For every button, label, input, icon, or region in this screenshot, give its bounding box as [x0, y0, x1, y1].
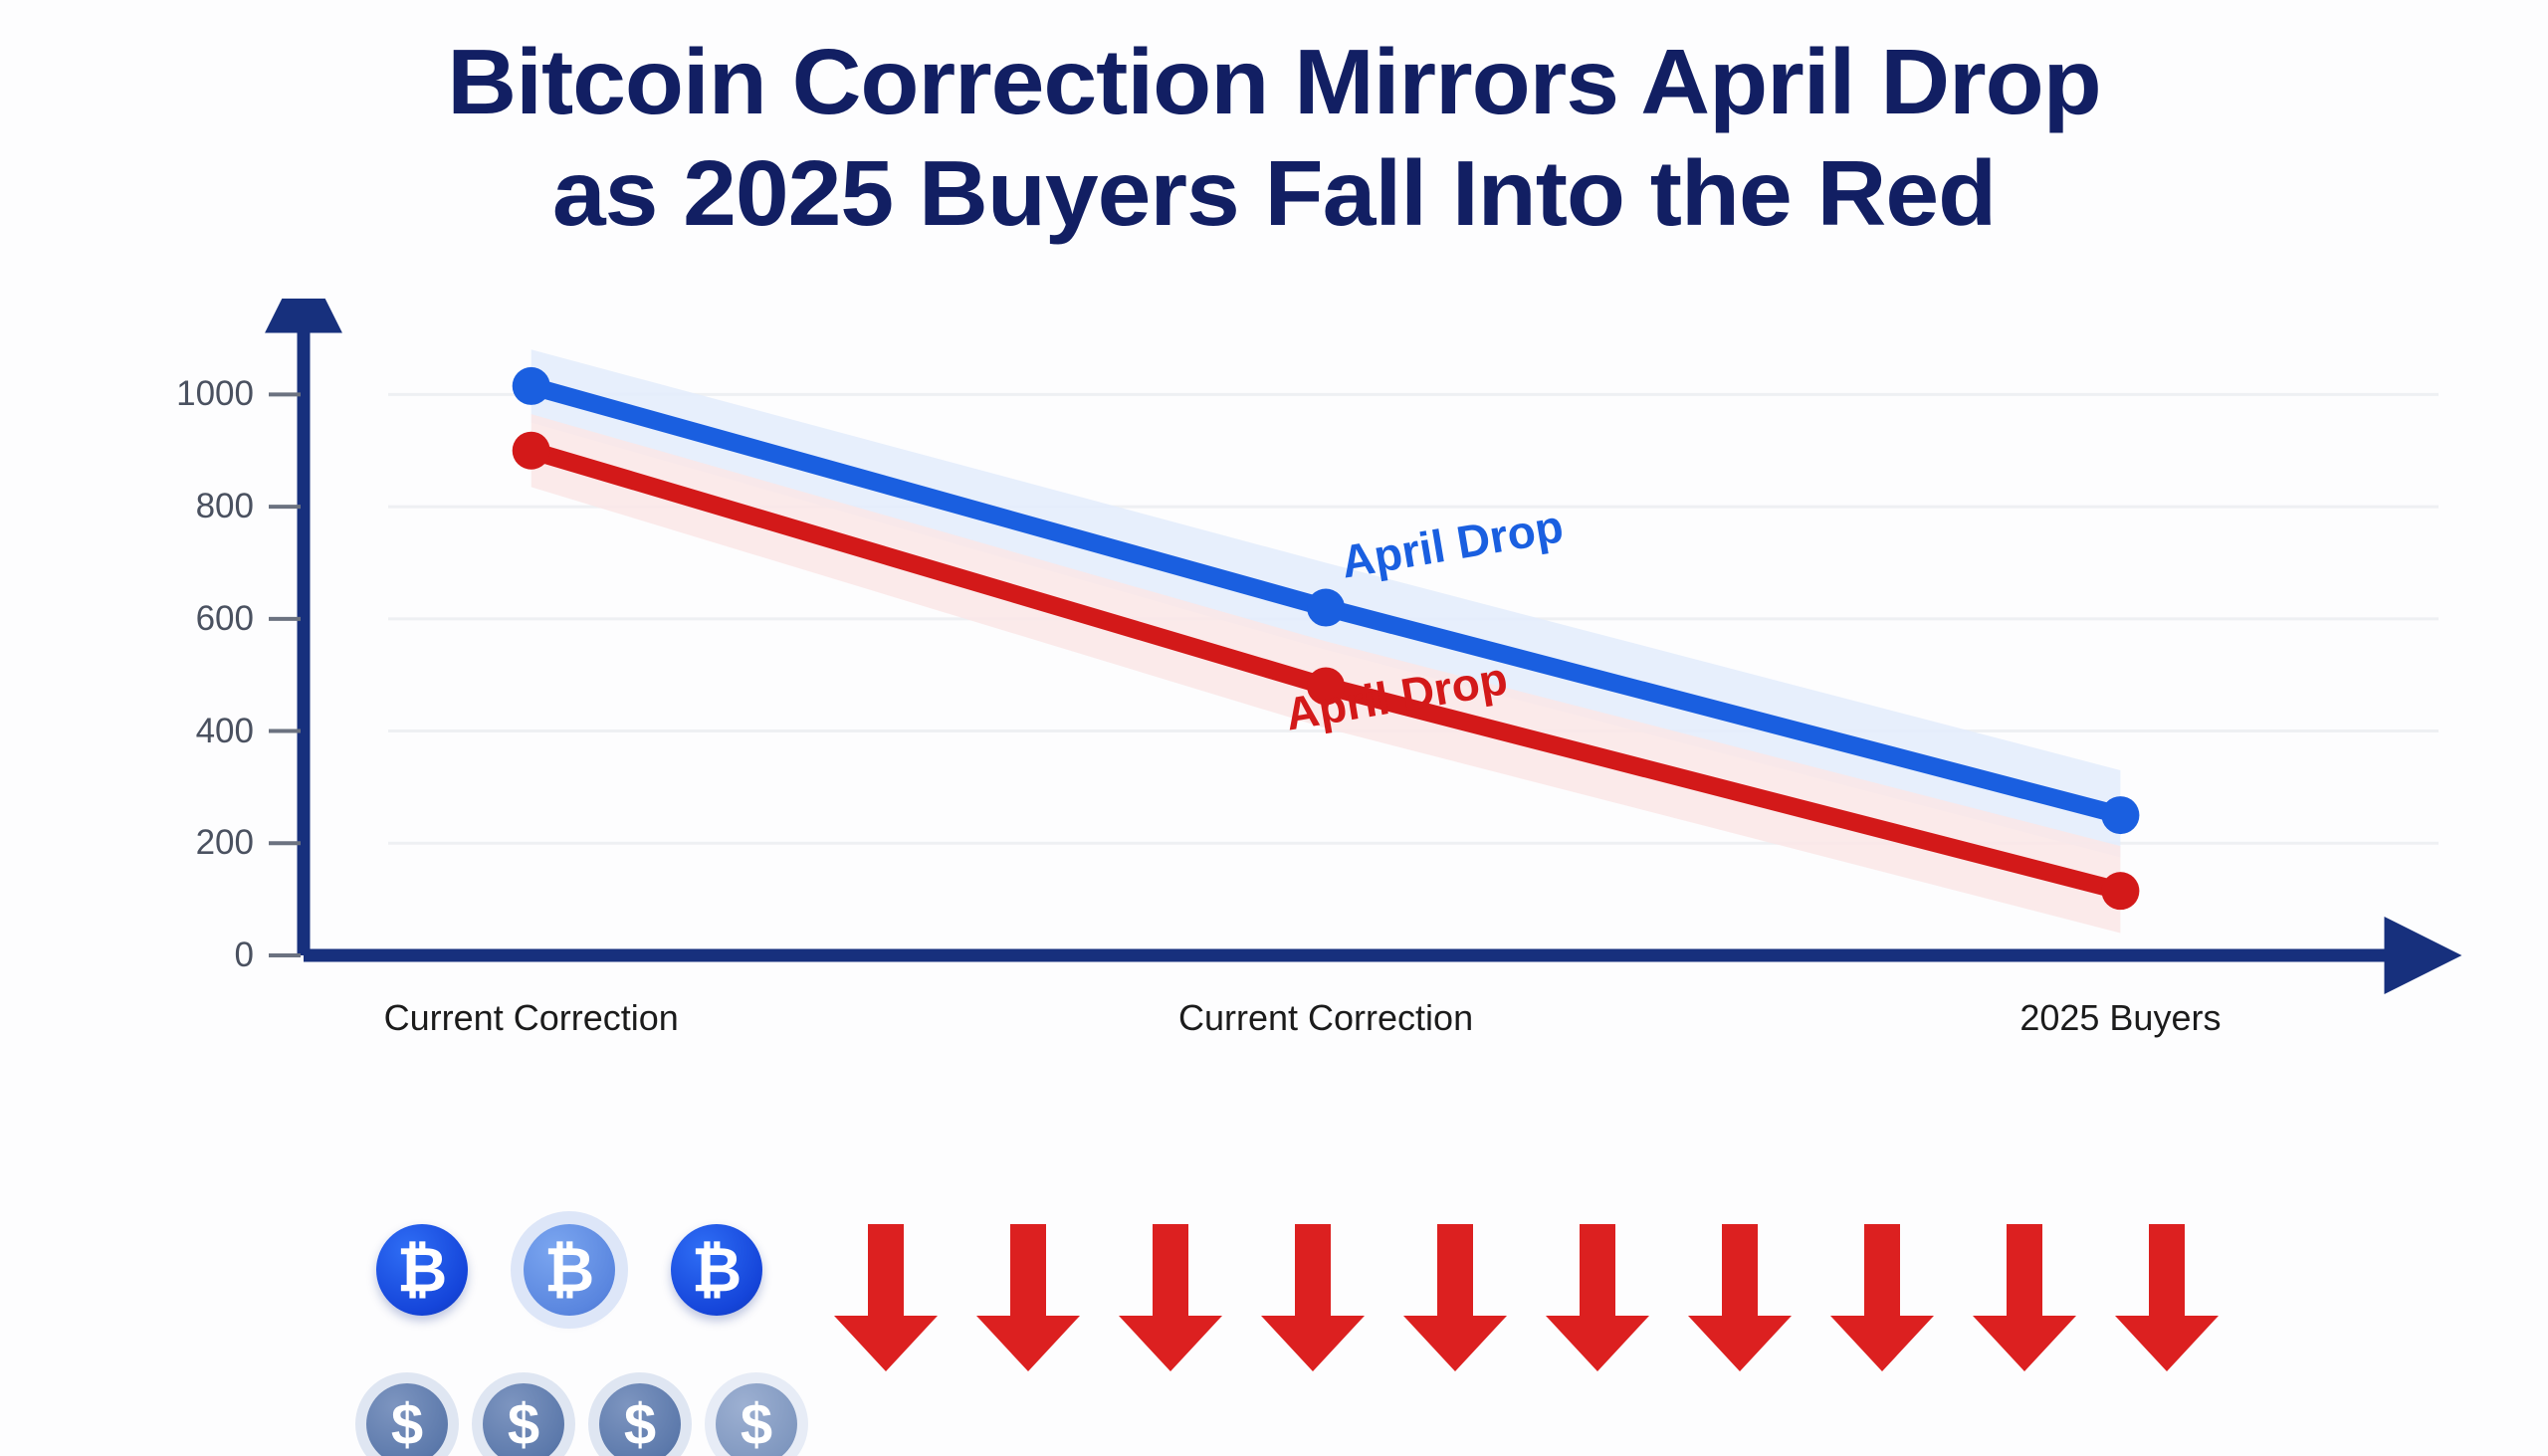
down-arrow-icon — [1688, 1224, 1792, 1371]
bitcoin-coin-dark-2-icon: ₿ — [671, 1224, 762, 1316]
down-arrow-icon — [1973, 1224, 2076, 1371]
chart-svg — [265, 299, 2462, 994]
bitcoin-coin-dark-1-icon: ₿ — [376, 1224, 468, 1316]
down-arrow-icon — [1119, 1224, 1222, 1371]
down-arrow-icon — [1546, 1224, 1649, 1371]
data-point[interactable] — [2101, 796, 2140, 835]
down-arrow-icon — [2115, 1224, 2219, 1371]
dollar-coin-2-icon: $ — [483, 1383, 564, 1456]
bitcoin-coin-light-icon: ₿ — [524, 1224, 615, 1316]
data-point[interactable] — [1307, 588, 1346, 627]
y-tick-label: 0 — [234, 936, 254, 974]
dollar-coin-4-icon: $ — [716, 1383, 797, 1456]
page-title: Bitcoin Correction Mirrors April Drop as… — [0, 30, 2548, 245]
data-point[interactable] — [2101, 872, 2140, 911]
dollar-coin-1-icon: $ — [366, 1383, 448, 1456]
down-arrow-icon — [976, 1224, 1080, 1371]
dollar-coin-3-icon: $ — [599, 1383, 681, 1456]
down-arrow-icon — [1261, 1224, 1365, 1371]
icon-strip: ₿ ₿ ₿ $ $ $ $ — [0, 1194, 2548, 1456]
y-tick-label: 200 — [195, 823, 254, 863]
x-tick-label: 2025 Buyers — [2019, 997, 2222, 1038]
x-tick-label: Current Correction — [383, 997, 679, 1038]
data-point[interactable] — [1307, 667, 1346, 706]
down-arrow-icon — [1403, 1224, 1507, 1371]
line-chart: 0 200 400 600 800 1000 Current Correction Curr… — [0, 299, 2548, 1125]
y-tick-label: 1000 — [176, 374, 254, 414]
y-tick-label: 800 — [195, 487, 254, 526]
data-point[interactable] — [512, 431, 550, 470]
down-arrow-icon — [834, 1224, 938, 1371]
data-point[interactable] — [512, 366, 550, 405]
title-line-2: as 2025 Buyers Fall Into the Red — [551, 141, 1997, 245]
x-tick-label: Current Correction — [1177, 997, 1474, 1038]
y-tick-label: 600 — [195, 598, 254, 638]
title-line-1: Bitcoin Correction Mirrors April Drop — [447, 30, 2101, 133]
down-arrow-icon — [1830, 1224, 1934, 1371]
y-tick-label: 400 — [195, 711, 254, 750]
